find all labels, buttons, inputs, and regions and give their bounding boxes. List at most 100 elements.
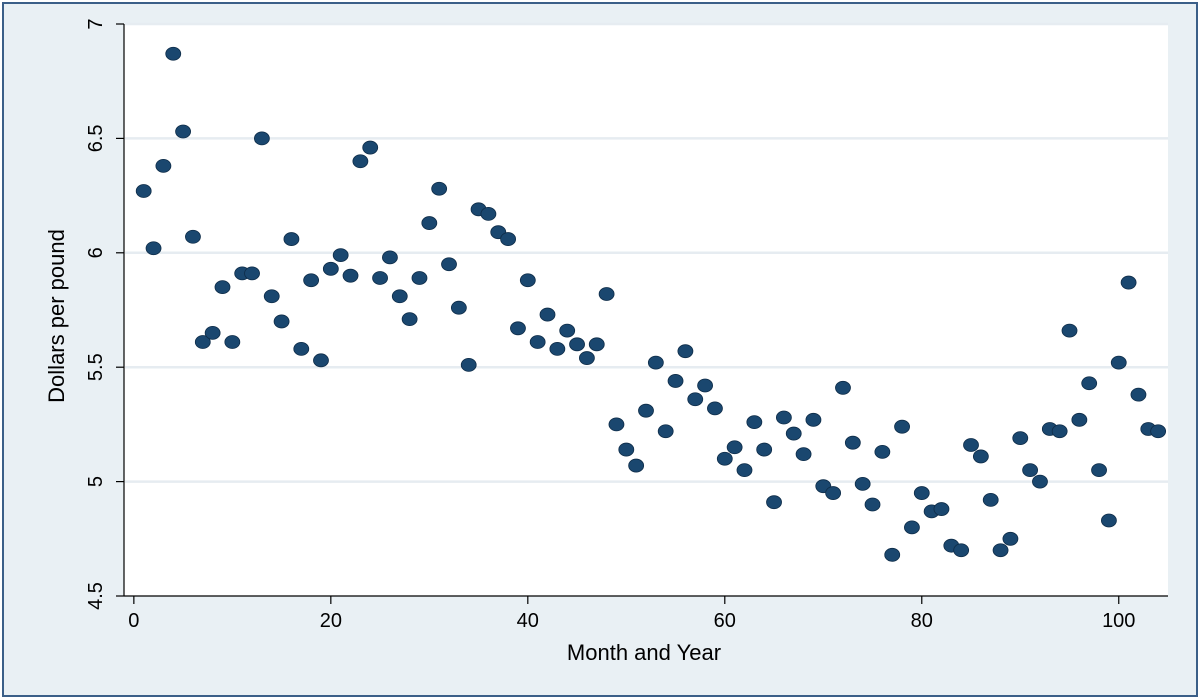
data-point <box>805 412 822 427</box>
data-point <box>155 158 172 173</box>
data-point <box>884 547 901 562</box>
data-point <box>707 401 723 416</box>
data-point <box>441 257 457 272</box>
data-point <box>1022 463 1039 478</box>
data-point <box>224 335 241 349</box>
data-point <box>618 442 635 457</box>
data-point <box>608 417 625 432</box>
data-point <box>579 351 595 365</box>
data-point <box>667 374 684 388</box>
data-point <box>982 493 999 507</box>
data-point <box>1081 376 1098 391</box>
data-point <box>421 216 438 230</box>
data-point <box>175 124 191 139</box>
data-point <box>165 46 182 61</box>
data-point <box>844 435 861 450</box>
data-point <box>588 337 605 352</box>
x-tick-label: 40 <box>517 610 539 632</box>
data-point <box>687 392 704 407</box>
data-point <box>273 314 290 329</box>
data-point <box>313 353 329 368</box>
data-point <box>746 415 763 430</box>
data-point <box>874 444 891 459</box>
data-point <box>716 451 733 466</box>
plot-area <box>124 24 1168 596</box>
data-point <box>214 280 231 295</box>
data-point <box>135 184 152 198</box>
data-point <box>726 440 743 455</box>
data-point <box>1012 431 1029 446</box>
data-point <box>972 449 989 464</box>
data-point <box>362 140 379 155</box>
axes: 4.5 5 5.5 6 6.5 7 0 20 40 60 80 100 <box>85 18 1168 632</box>
data-point <box>510 321 526 336</box>
data-point <box>1061 323 1078 338</box>
data-point <box>1051 424 1068 439</box>
data-point <box>677 344 694 359</box>
data-point <box>835 380 851 395</box>
data-point <box>1150 424 1167 439</box>
data-point <box>657 424 674 439</box>
y-tick-label: 5 <box>85 476 107 487</box>
data-point <box>145 241 162 256</box>
data-point <box>1071 412 1088 427</box>
data-point <box>628 458 645 473</box>
data-point <box>460 358 477 372</box>
data-point <box>431 181 448 196</box>
data-point <box>303 273 320 288</box>
data-point <box>204 325 221 340</box>
data-point <box>185 229 201 244</box>
data-point <box>283 232 300 246</box>
data-point <box>854 476 871 491</box>
data-point <box>1110 355 1127 370</box>
y-tick-label: 7 <box>85 18 107 29</box>
data-point <box>293 341 310 356</box>
data-points <box>135 46 1167 562</box>
data-point <box>598 287 615 301</box>
data-point <box>352 154 369 169</box>
data-point <box>519 273 536 288</box>
data-point <box>411 271 428 285</box>
y-tick-label: 6.5 <box>85 124 107 152</box>
data-point <box>253 131 270 146</box>
data-point <box>372 271 388 285</box>
data-point <box>244 266 260 281</box>
data-point <box>1002 531 1019 546</box>
y-tick-label: 4.5 <box>85 582 107 610</box>
data-point <box>1120 275 1137 290</box>
data-point <box>480 207 497 221</box>
data-point <box>795 447 812 462</box>
data-point <box>401 312 418 327</box>
data-point <box>992 543 1009 558</box>
data-point <box>391 289 408 304</box>
data-point <box>913 486 930 500</box>
data-point <box>569 337 585 352</box>
data-point <box>697 378 713 393</box>
data-point <box>785 426 802 441</box>
data-point <box>1091 463 1107 478</box>
data-point <box>638 403 654 418</box>
x-tick-label: 100 <box>1102 610 1135 632</box>
data-point <box>825 486 842 500</box>
data-point <box>736 463 753 478</box>
gridlines <box>125 22 1168 483</box>
data-point <box>647 355 664 370</box>
data-point <box>894 419 910 434</box>
x-tick-label: 20 <box>320 610 342 632</box>
data-point <box>775 410 792 425</box>
data-point <box>1130 387 1147 402</box>
data-point <box>559 323 576 338</box>
data-point <box>963 438 979 452</box>
x-tick-label: 60 <box>714 610 736 632</box>
data-point <box>450 300 467 315</box>
y-tick-label: 5.5 <box>85 353 107 381</box>
data-point <box>539 307 556 322</box>
y-tick-label: 6 <box>85 247 107 258</box>
x-tick-label: 0 <box>128 610 139 632</box>
data-point <box>322 261 339 276</box>
data-point <box>904 520 920 535</box>
data-point <box>382 250 398 265</box>
data-point <box>529 335 546 349</box>
data-point <box>332 248 349 262</box>
